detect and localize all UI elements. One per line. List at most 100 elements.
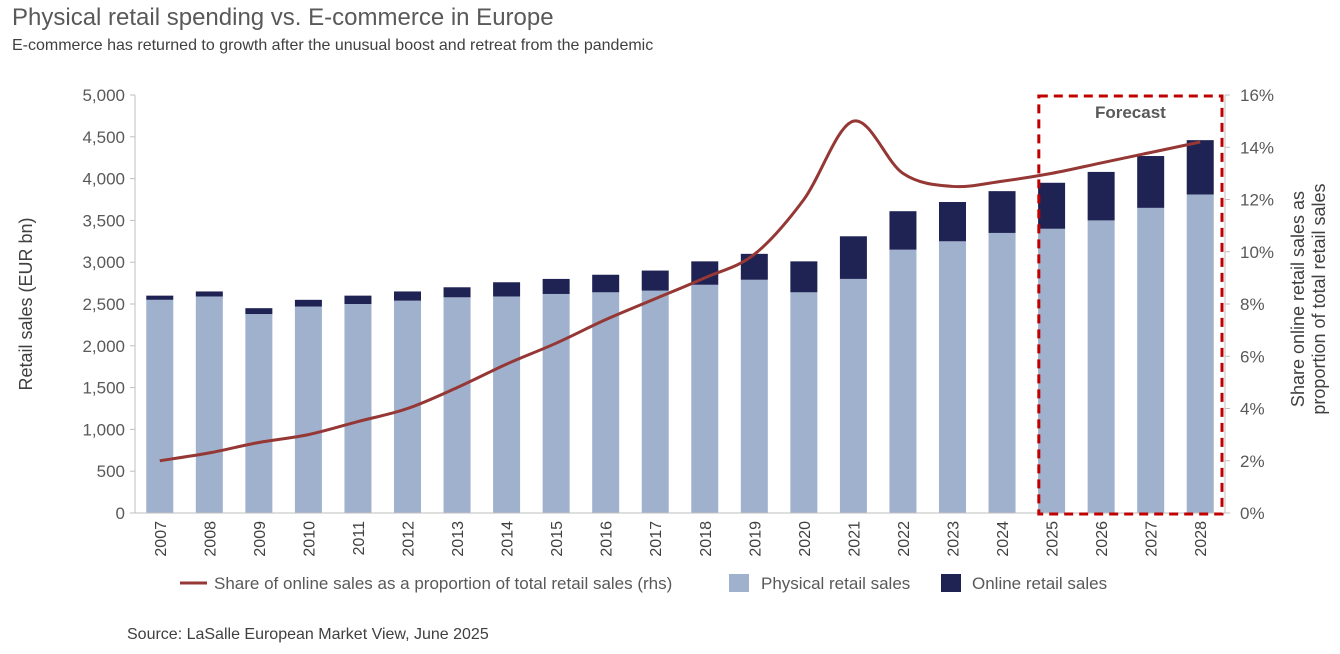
- bar-online-2025: [1038, 182, 1066, 229]
- y-right-tick-label: 10%: [1240, 243, 1274, 262]
- x-tick-label: 2007: [153, 521, 170, 557]
- x-tick-label: 2027: [1144, 521, 1161, 557]
- x-tick-label: 2009: [252, 521, 269, 557]
- bar-online-2010: [294, 299, 322, 307]
- x-tick-label: 2022: [896, 521, 913, 557]
- bars-layer: [146, 140, 1214, 514]
- x-tick-label: 2020: [797, 521, 814, 557]
- y-right-tick-label: 2%: [1240, 452, 1265, 471]
- y-right-tick-label: 0%: [1240, 504, 1265, 523]
- y-tick-label: 2,500: [82, 295, 125, 314]
- bar-online-2015: [542, 278, 570, 294]
- bar-physical-2007: [146, 299, 174, 513]
- bar-physical-2024: [988, 232, 1016, 513]
- y-right-tick-label: 12%: [1240, 191, 1274, 210]
- share-line: [159, 119, 1201, 463]
- forecast-layer: Forecast: [1037, 94, 1224, 516]
- bar-physical-2012: [394, 300, 421, 513]
- bar-physical-2011: [344, 304, 372, 513]
- x-tick-label: 2011: [351, 521, 368, 556]
- bar-physical-2027: [1137, 207, 1165, 514]
- forecast-label: Forecast: [1095, 103, 1166, 122]
- axes-layer: 0 500 1,000 1,500 2,000 2,500 3,000 3,500 4,000 4…: [16, 86, 1329, 557]
- x-tick-label: 2010: [301, 521, 318, 557]
- x-tick-label: 2021: [846, 521, 863, 557]
- bar-online-2022: [889, 211, 917, 250]
- bar-physical-2026: [1087, 220, 1115, 513]
- y-right-tick-label: 16%: [1240, 86, 1274, 105]
- bar-online-2028: [1186, 140, 1214, 195]
- x-tick-label: 2026: [1094, 521, 1111, 557]
- bar-physical-2014: [493, 296, 521, 513]
- chart: 0 500 1,000 1,500 2,000 2,500 3,000 3,500 4,000 4…: [16, 86, 1329, 593]
- y-tick-label: 4,000: [82, 170, 125, 189]
- y-tick-label: 4,500: [82, 128, 125, 147]
- bar-online-2027: [1137, 156, 1165, 208]
- x-tick-label: 2028: [1193, 521, 1210, 557]
- x-tick-label: 2015: [549, 521, 566, 557]
- bar-online-2008: [195, 291, 223, 297]
- bar-physical-2021: [839, 278, 867, 513]
- y-right-axis-title-line: proportion of total retail sales: [1309, 183, 1329, 414]
- bar-physical-2023: [939, 241, 966, 514]
- y-right-tick-label: 14%: [1240, 138, 1274, 157]
- bar-online-2014: [493, 282, 521, 297]
- bar-online-2016: [592, 274, 620, 293]
- y-axis-title: Retail sales (EUR bn): [16, 217, 36, 390]
- y-tick-label: 3,000: [82, 253, 125, 272]
- bar-physical-2022: [889, 249, 917, 513]
- bar-online-2007: [146, 295, 174, 300]
- bar-physical-2019: [740, 279, 768, 513]
- bar-online-2012: [394, 291, 421, 301]
- chart-subtitle: E-commerce has returned to growth after …: [12, 37, 654, 54]
- bar-online-2020: [790, 261, 818, 293]
- y-tick-label: 1,000: [82, 420, 125, 439]
- x-tick-label: 2024: [995, 521, 1012, 557]
- bar-physical-2020: [790, 292, 818, 513]
- y-right-tick-label: 4%: [1240, 400, 1265, 419]
- x-tick-label: 2025: [1045, 521, 1062, 557]
- bar-physical-2008: [195, 296, 223, 513]
- y-tick-label: 1,500: [82, 379, 125, 398]
- y-tick-label: 2,000: [82, 337, 125, 356]
- bar-physical-2018: [691, 284, 719, 513]
- bar-physical-2025: [1038, 228, 1066, 513]
- y-right-axis-title-line: Share online retail sales as: [1288, 191, 1308, 407]
- x-tick-label: 2013: [450, 521, 467, 557]
- forecast-box: [1037, 94, 1224, 516]
- x-tick-label: 2017: [648, 521, 665, 557]
- bar-online-2024: [988, 191, 1016, 233]
- bar-online-2021: [839, 236, 867, 279]
- legend-label-physical: Physical retail sales: [761, 574, 910, 593]
- bar-physical-2013: [443, 297, 471, 513]
- x-tick-label: 2018: [698, 521, 715, 557]
- legend: Share of online sales as a proportion of…: [180, 574, 1107, 593]
- y-tick-label: 3,500: [82, 211, 125, 230]
- bar-online-2023: [939, 202, 966, 242]
- legend-swatch-online: [941, 574, 961, 592]
- bar-online-2009: [245, 308, 273, 315]
- share-line-layer: [159, 119, 1201, 463]
- x-tick-label: 2016: [599, 521, 616, 557]
- x-tick-label: 2014: [500, 521, 517, 557]
- x-tick-label: 2012: [401, 521, 418, 557]
- y-right-tick-label: 8%: [1240, 295, 1265, 314]
- bar-online-2019: [740, 253, 768, 280]
- bar-online-2018: [691, 261, 719, 285]
- bar-physical-2016: [592, 292, 620, 513]
- bar-online-2017: [641, 270, 669, 291]
- x-tick-label: 2008: [202, 521, 219, 557]
- legend-label-online: Online retail sales: [972, 574, 1107, 593]
- x-tick-label: 2023: [946, 521, 963, 557]
- chart-title: Physical retail spending vs. E-commerce …: [12, 4, 554, 31]
- y-right-axis-title: Share online retail sales asproportion o…: [1288, 183, 1329, 414]
- bar-physical-2009: [245, 314, 273, 513]
- bar-online-2026: [1087, 171, 1115, 221]
- bar-physical-2010: [294, 306, 322, 513]
- x-tick-label: 2019: [747, 521, 764, 557]
- source-note: Source: LaSalle European Market View, Ju…: [127, 626, 489, 643]
- bar-physical-2017: [641, 290, 669, 513]
- legend-swatch-physical: [729, 574, 749, 592]
- bar-online-2011: [344, 295, 372, 304]
- y-tick-label: 500: [97, 462, 125, 481]
